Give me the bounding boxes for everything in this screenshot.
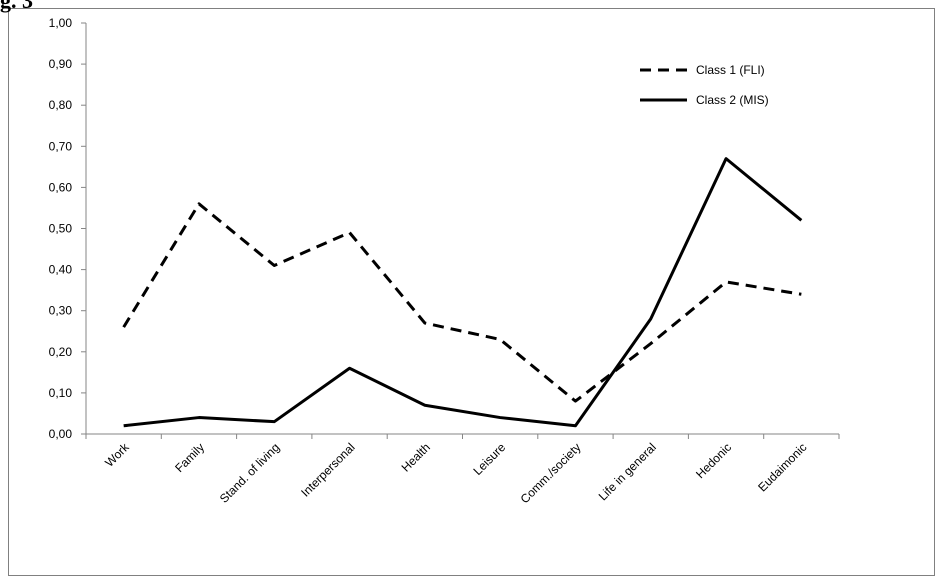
x-tick-labels: Work Family Stand. of living Interpersonal H… bbox=[102, 440, 809, 507]
y-tick-label: 0,40 bbox=[49, 263, 73, 277]
y-tick-label: 0,90 bbox=[49, 57, 73, 71]
y-tick-label: 0,50 bbox=[49, 222, 73, 236]
y-tick-label: 0,20 bbox=[49, 345, 73, 359]
legend: Class 1 (FLI) Class 2 (MIS) bbox=[640, 63, 769, 107]
x-tick-label: Leisure bbox=[471, 440, 509, 478]
y-tick-label: 0,30 bbox=[49, 304, 73, 318]
figure-label: g. 3 bbox=[0, 0, 33, 13]
y-tick-labels: 0,00 0,10 0,20 0,30 0,40 0,50 0,60 0,70 0,80 0,90… bbox=[49, 16, 73, 441]
chart-border bbox=[8, 8, 935, 576]
series-line-1 bbox=[122, 202, 802, 403]
series-lines bbox=[122, 157, 803, 428]
series-line-2 bbox=[123, 157, 803, 428]
x-tick-label: Comm./society bbox=[518, 440, 584, 506]
y-tick-label: 0,00 bbox=[49, 427, 73, 441]
legend-label-2: Class 2 (MIS) bbox=[696, 93, 769, 107]
y-tick-label: 0,80 bbox=[49, 98, 73, 112]
legend-label-1: Class 1 (FLI) bbox=[696, 63, 765, 77]
x-tick-label: Stand. of living bbox=[217, 440, 283, 506]
y-tick-label: 0,70 bbox=[49, 139, 73, 153]
axes bbox=[81, 22, 840, 439]
x-tick-label: Life in general bbox=[596, 440, 659, 503]
y-tick-label: 0,60 bbox=[49, 180, 73, 194]
x-tick-label: Interpersonal bbox=[298, 440, 357, 499]
x-tick-label: Family bbox=[172, 440, 207, 475]
x-tick-label: Eudaimonic bbox=[755, 440, 809, 494]
x-tick-label: Health bbox=[399, 440, 433, 474]
y-tick-label: 1,00 bbox=[49, 16, 73, 30]
y-tick-label: 0,10 bbox=[49, 386, 73, 400]
x-tick-label: Work bbox=[102, 440, 132, 470]
x-tick-label: Hedonic bbox=[693, 440, 734, 481]
